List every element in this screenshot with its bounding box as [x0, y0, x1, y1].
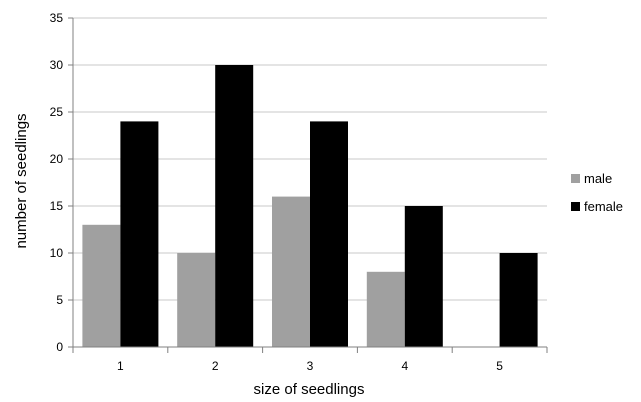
x-tick-label: 1: [117, 359, 124, 373]
x-tick-label: 4: [401, 359, 408, 373]
bars: [82, 65, 538, 348]
bar-female-3: [310, 121, 348, 348]
y-tick-label: 35: [50, 11, 64, 25]
bar-male-4: [366, 271, 405, 347]
legend-swatch-female: [571, 202, 580, 211]
legend-label-female: female: [584, 199, 623, 214]
x-tick-label: 5: [496, 359, 503, 373]
bar-female-5: [499, 253, 538, 347]
x-tick-label: 2: [212, 359, 219, 373]
bar-female-1: [120, 121, 159, 348]
bar-male-2: [177, 253, 216, 347]
bar-female-4: [404, 206, 443, 347]
x-tick-labels: 1 2 3 4 5: [117, 359, 503, 373]
legend-label-male: male: [584, 171, 612, 186]
bar-female-2: [215, 65, 254, 347]
y-tick-label: 15: [50, 199, 64, 213]
x-tick-label: 3: [307, 359, 314, 373]
bar-male-3: [272, 196, 310, 347]
legend: male female: [571, 171, 623, 214]
x-axis-title: size of seedlings: [254, 381, 365, 398]
y-tick-label: 5: [56, 293, 63, 307]
y-tick-label: 25: [50, 105, 64, 119]
bar-male-1: [82, 224, 121, 347]
axes: [68, 17, 548, 353]
y-tick-label: 10: [50, 246, 64, 260]
y-axis-title: number of seedlings: [13, 113, 30, 248]
y-tick-label: 20: [50, 152, 64, 166]
y-tick-labels: 0 5 10 15 20 25 30 35: [50, 11, 64, 354]
y-tick-label: 30: [50, 58, 64, 72]
legend-swatch-male: [571, 174, 580, 183]
y-tick-label: 0: [56, 340, 63, 354]
